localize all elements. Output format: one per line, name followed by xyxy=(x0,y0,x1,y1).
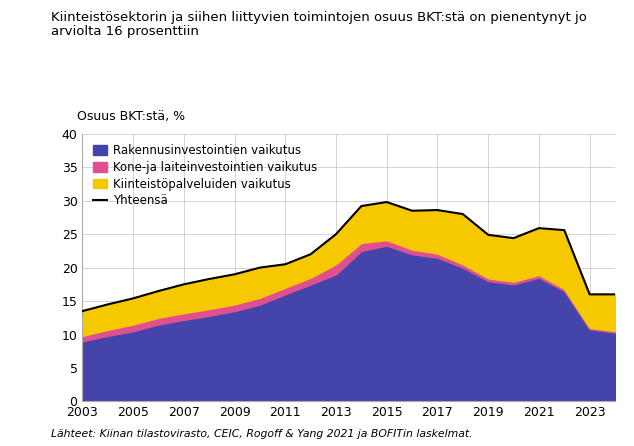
Text: Kiinteistösektorin ja siihen liittyvien toimintojen osuus BKT:stä on pienentynyt: Kiinteistösektorin ja siihen liittyvien … xyxy=(51,11,586,24)
Text: Osuus BKT:stä, %: Osuus BKT:stä, % xyxy=(77,110,185,123)
Legend: Rakennusinvestointien vaikutus, Kone-ja laiteinvestointien vaikutus, Kiinteistöp: Rakennusinvestointien vaikutus, Kone-ja … xyxy=(88,140,322,212)
Text: arviolta 16 prosenttiin: arviolta 16 prosenttiin xyxy=(51,25,198,37)
Text: Lähteet: Kiinan tilastovirasto, CEIC, Rogoff & Yang 2021 ja BOFITin laskelmat.: Lähteet: Kiinan tilastovirasto, CEIC, Ro… xyxy=(51,429,472,439)
